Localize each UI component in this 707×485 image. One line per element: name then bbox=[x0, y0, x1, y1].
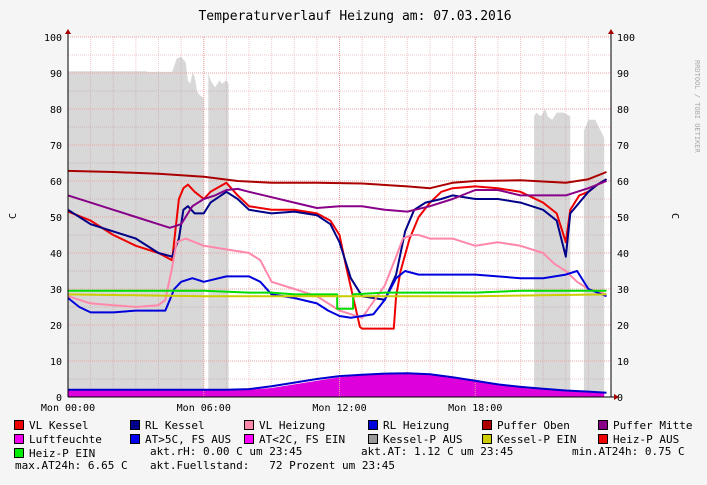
y-tick-label-right: 90 bbox=[617, 69, 629, 80]
legend-item: Puffer Oben bbox=[482, 419, 598, 432]
series-vl-kessel bbox=[67, 178, 608, 330]
stat-fuellstand: akt.Fuellstand: 72 Prozent um 23:45 bbox=[150, 459, 396, 472]
legend-swatch bbox=[482, 420, 492, 430]
legend-swatch bbox=[482, 434, 492, 444]
y-tick-label-right: 0 bbox=[617, 393, 623, 404]
legend-label: Luftfeuchte bbox=[29, 432, 102, 446]
legend-item: RL Heizung bbox=[368, 419, 482, 432]
area-luftfeuchte bbox=[68, 374, 605, 397]
y-tick-label-right: 60 bbox=[617, 177, 629, 188]
legend-item: Heiz-P EIN bbox=[14, 447, 130, 460]
y-tick-label-right: 30 bbox=[617, 285, 629, 296]
area-series bbox=[68, 56, 605, 398]
legend-label: AT>5C, FS AUS bbox=[145, 432, 232, 446]
y-tick-label-left: 80 bbox=[50, 105, 62, 116]
series-puffer-oben bbox=[67, 169, 607, 190]
y-tick-label-left: 90 bbox=[50, 69, 62, 80]
y-tick-label-left: 0 bbox=[56, 393, 62, 404]
series-at-5c-fs-aus bbox=[68, 372, 607, 394]
legend-swatch bbox=[244, 434, 254, 444]
legend-item: Luftfeuchte bbox=[14, 433, 130, 446]
y-tick-label-right: 70 bbox=[617, 141, 629, 152]
legend-item: AT>5C, FS AUS bbox=[130, 433, 244, 446]
legend-swatch bbox=[130, 420, 140, 430]
series-vl-heizung bbox=[67, 234, 607, 319]
y-tick-label-right: 10 bbox=[617, 357, 629, 368]
y-tick-label-left: 10 bbox=[50, 357, 62, 368]
series-kessel-p-ein bbox=[67, 293, 607, 298]
legend-label: Kessel-P EIN bbox=[497, 432, 577, 446]
y-tick-label-left: 60 bbox=[50, 177, 62, 188]
legend-label: AT<2C, FS EIN bbox=[259, 432, 346, 446]
y-axis-label-right: C bbox=[669, 213, 680, 219]
legend-item: Puffer Mitte bbox=[598, 419, 698, 432]
x-tick-label: Mon 00:00 bbox=[41, 403, 95, 414]
legend-label: Heiz-P EIN bbox=[29, 446, 96, 460]
x-tick-label: Mon 06:00 bbox=[177, 403, 231, 414]
legend-label: VL Heizung bbox=[259, 418, 326, 432]
legend-label: RL Heizung bbox=[383, 418, 450, 432]
series-heiz-p-ein bbox=[68, 289, 607, 310]
area-kessel-p-aus bbox=[68, 56, 605, 398]
y-tick-label-left: 30 bbox=[50, 285, 62, 296]
legend-item: VL Heizung bbox=[244, 419, 368, 432]
legend-row-1: VL Kessel RL Kessel VL Heizung RL Heizung Pu… bbox=[14, 418, 704, 432]
legend-swatch bbox=[368, 420, 378, 430]
tick-labels: 0 0 10 10 20 20 30 30 40 40 50 50 60 60 70 70 80 80 90 90 10… bbox=[41, 33, 635, 414]
stat-min-at24h: min.AT24h: 0.75 C bbox=[572, 445, 685, 458]
legend-label: RL Kessel bbox=[145, 418, 205, 432]
y-tick-label-left: 40 bbox=[50, 249, 62, 260]
x-axis-arrow bbox=[614, 394, 619, 400]
y-tick-label-right: 50 bbox=[617, 213, 629, 224]
legend-item: Heiz-P AUS bbox=[598, 433, 698, 446]
chart-title: Temperaturverlauf Heizung am: 07.03.2016 bbox=[198, 9, 511, 24]
legend-swatch bbox=[368, 434, 378, 444]
legend: VL Kessel RL Kessel VL Heizung RL Heizung Pu… bbox=[14, 418, 704, 460]
legend-swatch bbox=[598, 420, 608, 430]
legend-swatch bbox=[14, 448, 24, 458]
legend-item: RL Kessel bbox=[130, 419, 244, 432]
axes bbox=[65, 29, 619, 400]
stat-akt-at: akt.AT: 1.12 C um 23:45 bbox=[361, 445, 514, 458]
y-tick-label-right: 80 bbox=[617, 105, 629, 116]
side-watermark: RRDTOOL / TOBI OETIKER bbox=[693, 60, 701, 154]
x-tick-label: Mon 12:00 bbox=[312, 403, 366, 414]
legend-label: VL Kessel bbox=[29, 418, 89, 432]
stat-akt-rh: akt.rH: 0.00 C um 23:45 bbox=[150, 445, 303, 458]
y-axis-right-arrow bbox=[608, 29, 614, 34]
legend-swatch bbox=[244, 420, 254, 430]
legend-row-3: Heiz-P EIN bbox=[14, 446, 704, 460]
legend-label: Kessel-P AUS bbox=[383, 432, 463, 446]
legend-item: VL Kessel bbox=[14, 419, 130, 432]
y-tick-label-left: 50 bbox=[50, 213, 62, 224]
legend-swatch bbox=[14, 434, 24, 444]
stat-max-at24h: max.AT24h: 6.65 C bbox=[15, 459, 128, 472]
y-tick-label-left: 100 bbox=[44, 33, 62, 44]
y-tick-label-left: 20 bbox=[50, 321, 62, 332]
y-axis-left-arrow bbox=[65, 29, 71, 34]
chart: Temperaturverlauf Heizung am: 07.03.2016… bbox=[8, 9, 701, 414]
legend-label: Heiz-P AUS bbox=[613, 432, 680, 446]
line-series bbox=[67, 169, 608, 394]
y-axis-label-left: C bbox=[8, 213, 19, 219]
series-puffer-mitte bbox=[67, 180, 607, 229]
legend-item: AT<2C, FS EIN bbox=[244, 433, 368, 446]
legend-item: Kessel-P EIN bbox=[482, 433, 598, 446]
y-tick-label-right: 40 bbox=[617, 249, 629, 260]
legend-swatch bbox=[598, 434, 608, 444]
legend-swatch bbox=[130, 434, 140, 444]
y-tick-label-right: 100 bbox=[617, 33, 635, 44]
y-tick-label-right: 20 bbox=[617, 321, 629, 332]
legend-item: Kessel-P AUS bbox=[368, 433, 482, 446]
x-tick-label: Mon 18:00 bbox=[448, 403, 502, 414]
legend-label: Puffer Mitte bbox=[613, 418, 693, 432]
legend-row-2: Luftfeuchte AT>5C, FS AUS AT<2C, FS EIN Kes… bbox=[14, 432, 704, 446]
legend-swatch bbox=[14, 420, 24, 430]
y-tick-label-left: 70 bbox=[50, 141, 62, 152]
legend-label: Puffer Oben bbox=[497, 418, 570, 432]
series-rl-heizung bbox=[67, 270, 607, 319]
